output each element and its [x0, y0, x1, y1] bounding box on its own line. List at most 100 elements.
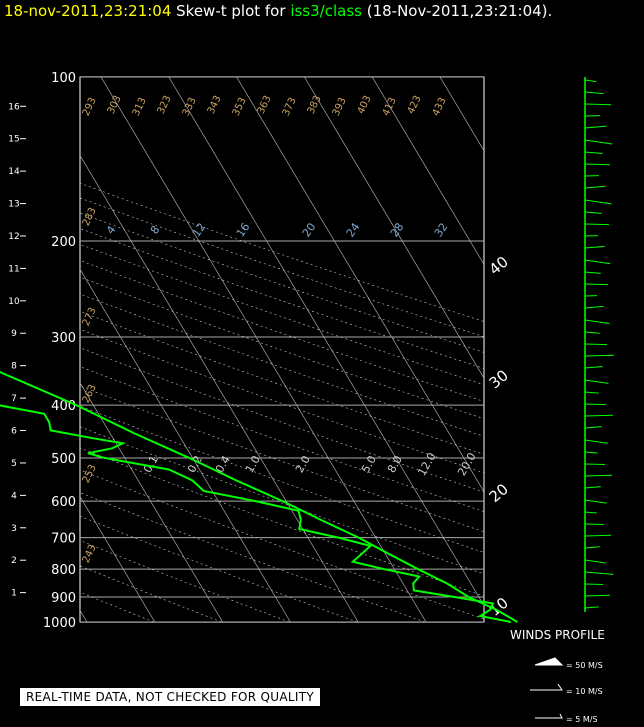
wind-barb — [584, 79, 597, 83]
wind-barb — [584, 594, 610, 597]
dry-adiabat-line — [80, 469, 484, 620]
wind-barb — [584, 91, 604, 95]
wind-barb — [584, 559, 606, 564]
height-tick-label: 6 — [11, 427, 17, 437]
wind-legend-5: = 5 M/S — [566, 715, 598, 724]
isotherm-line — [304, 77, 484, 379]
pressure-tick-label: 1000 — [43, 616, 76, 631]
pressure-tick-label: 500 — [51, 452, 76, 467]
dry-adiabat-line — [80, 244, 484, 386]
wind-barb — [584, 223, 609, 226]
mixing-ratio-label-lower: 2.0 — [293, 453, 313, 475]
height-tick-label: 14 — [8, 167, 20, 177]
isotherm-line — [80, 495, 156, 622]
wind-barb — [584, 606, 599, 609]
dry-adiabat-label: 333 — [181, 96, 199, 118]
wind-barb — [584, 139, 613, 145]
dry-adiabat-label: 373 — [281, 96, 299, 118]
isotherm-line — [100, 77, 427, 622]
pressure-tick-label: 400 — [51, 399, 76, 414]
dry-adiabat-line — [80, 228, 484, 369]
height-tick-label: 13 — [8, 200, 19, 210]
dry-adiabat-line — [80, 182, 484, 322]
wind-barb — [584, 283, 608, 286]
dry-adiabat-label: 413 — [381, 96, 399, 118]
wind-barb — [584, 463, 605, 466]
dry-adiabat-line — [80, 447, 484, 597]
wind-legend-50: = 50 M/S — [566, 661, 603, 670]
dry-adiabat-label: 343 — [206, 94, 224, 116]
dry-adiabat-label: 323 — [156, 94, 174, 116]
dewpoint-trace — [0, 404, 511, 623]
pressure-tick-label: 700 — [51, 532, 76, 547]
dry-adiabat-line — [80, 347, 484, 493]
mixing-ratio-label-lower: 0.4 — [213, 453, 233, 475]
wind-barb — [584, 125, 607, 129]
wind-barb — [584, 486, 601, 489]
dry-adiabat-label: 353 — [231, 96, 249, 118]
dry-adiabat-label: 243 — [81, 543, 99, 565]
dry-adiabat-label: 403 — [356, 94, 374, 116]
mixing-ratio-label: 16 — [234, 221, 253, 240]
mixing-ratio-label-lower: 20.0 — [455, 450, 479, 478]
wind-barb — [584, 163, 610, 166]
dry-adiabat-label: 263 — [81, 383, 99, 405]
wind-barb — [584, 391, 599, 394]
height-tick-label: 3 — [11, 524, 17, 534]
wind-barb — [584, 474, 612, 477]
dry-adiabat-line — [80, 405, 484, 553]
wind-barb — [584, 245, 605, 249]
dry-adiabat-label: 253 — [81, 463, 99, 485]
height-tick-label: 7 — [11, 394, 17, 404]
wind-barb — [584, 414, 613, 417]
isotherm-line — [80, 154, 359, 622]
page-title: 18-nov-2011,23:21:04 Skew-t plot for iss… — [4, 2, 552, 20]
wind-barb — [584, 343, 607, 346]
wind-barb — [584, 403, 606, 406]
mixing-ratio-label: 20 — [300, 221, 319, 240]
dry-adiabat-line — [80, 540, 290, 622]
dry-adiabat-line — [80, 366, 484, 512]
wind-barb — [584, 259, 611, 265]
wind-legend-50-symbol — [534, 657, 564, 666]
mixing-ratio-label-lower: 8.0 — [385, 453, 405, 475]
isotherm-line — [80, 382, 223, 622]
wind-barb — [584, 426, 602, 429]
height-tick-label: 1 — [11, 589, 17, 599]
isotherm-label-right: 40 — [486, 253, 512, 279]
wind-barb — [584, 511, 597, 514]
dry-adiabat-line — [80, 311, 484, 455]
wind-barb — [584, 379, 609, 384]
title-prefix: Skew-t plot for — [171, 2, 291, 20]
quality-note: REAL-TIME DATA, NOT CHECKED FOR QUALITY — [20, 688, 320, 706]
isotherm-line — [0, 77, 19, 622]
wind-barb — [584, 499, 607, 504]
wind-barb — [584, 211, 602, 214]
wind-barb — [584, 366, 603, 369]
pressure-tick-label: 300 — [51, 331, 76, 346]
title-suffix: (18-Nov-2011,23:21:04). — [361, 2, 553, 20]
wind-barb — [584, 305, 604, 309]
mixing-ratio-label: 32 — [432, 221, 451, 240]
dry-adiabat-label: 293 — [81, 96, 99, 118]
height-tick-label: 4 — [11, 491, 17, 501]
isotherm-line — [371, 77, 484, 266]
dry-adiabat-line — [80, 329, 484, 474]
height-tick-label: 15 — [8, 135, 19, 145]
dry-adiabat-line — [80, 276, 484, 420]
isotherm-line — [236, 77, 484, 493]
isotherm-line — [439, 77, 484, 152]
dry-adiabat-label: 433 — [431, 96, 449, 118]
isotherm-line — [508, 77, 644, 622]
pressure-tick-label: 600 — [51, 495, 76, 510]
isotherm-label-right: 20 — [486, 480, 512, 506]
mixing-ratio-label: 4 — [104, 223, 119, 236]
wind-barb — [584, 271, 601, 274]
dry-adiabat-label: 313 — [131, 96, 149, 118]
isotherm-line — [168, 77, 484, 607]
height-tick-label: 12 — [8, 232, 19, 242]
mixing-ratio-label-lower: 12.0 — [415, 450, 439, 478]
dry-adiabat-line — [80, 212, 484, 353]
wind-barb — [584, 199, 612, 205]
winds-profile-title: WINDS PROFILE — [510, 628, 605, 642]
